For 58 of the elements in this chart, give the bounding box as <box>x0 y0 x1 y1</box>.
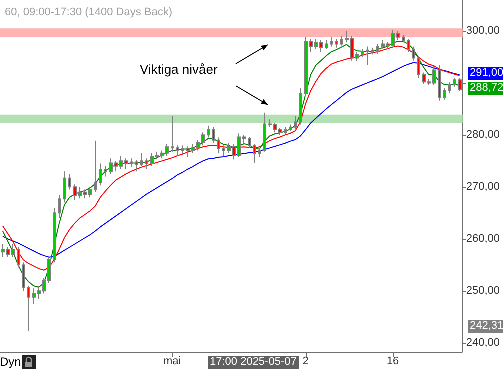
text: 60, 09:00-17:30 (1400 Days Back) <box>5 6 173 18</box>
candlestick <box>330 36 333 48</box>
candlestick <box>294 116 297 130</box>
candlestick <box>443 88 446 100</box>
candlestick <box>135 160 138 172</box>
candlestick <box>361 48 364 58</box>
candlestick <box>181 145 184 155</box>
y-tick-label: 260,00 <box>466 233 500 246</box>
y-tick-label: 280,00 <box>466 129 500 142</box>
candlestick <box>222 145 225 156</box>
candlestick <box>289 124 292 132</box>
candlestick <box>176 145 179 156</box>
text: 242,31 <box>468 320 503 333</box>
candlestick <box>263 112 266 152</box>
y-tick-label: 270,00 <box>466 181 500 194</box>
candlestick <box>299 88 302 126</box>
candlestick <box>94 140 97 193</box>
candlestick <box>68 174 71 190</box>
candlestick <box>402 34 405 44</box>
text: 17:00 2025-05-07 <box>208 356 299 369</box>
candlestick <box>453 77 456 88</box>
candlestick <box>458 78 462 92</box>
candlestick <box>171 115 174 152</box>
text: Dyn <box>0 355 22 369</box>
candlestick <box>145 158 148 170</box>
candlestick <box>284 126 287 135</box>
candlestick <box>104 166 107 178</box>
y-tick-label: 250,00 <box>466 285 500 298</box>
candlestick <box>248 136 251 149</box>
candlestick <box>53 207 56 264</box>
y-tick-label: 300,00 <box>466 25 500 38</box>
candlestick <box>17 246 20 268</box>
text: 291,00 <box>468 67 503 80</box>
candlestick <box>63 171 66 204</box>
text: 288,72 <box>468 82 503 95</box>
candlestick <box>212 126 215 144</box>
candlestick <box>340 36 343 46</box>
candlestick <box>325 40 328 50</box>
candlestick <box>130 158 133 168</box>
annotation: Viktiga nivåer <box>140 62 218 77</box>
candlestick <box>448 82 451 94</box>
candlestick <box>217 137 220 154</box>
candlestick <box>335 39 338 48</box>
candlestick <box>366 46 369 66</box>
candlestick <box>27 285 30 332</box>
x-tick-label: mai <box>163 356 182 368</box>
candlestick <box>207 125 210 138</box>
candlestick <box>99 163 102 186</box>
candlestick <box>258 148 261 158</box>
candlestick <box>376 44 379 55</box>
candlestick <box>58 194 61 219</box>
candlestick <box>438 64 441 102</box>
x-tick-label: 16 <box>386 356 400 368</box>
y-tick-label: 240,00 <box>466 337 500 350</box>
x-tick-label: 2 <box>302 356 309 368</box>
candlestick <box>140 152 143 167</box>
candlestick <box>417 56 420 78</box>
candlestick <box>253 144 256 164</box>
